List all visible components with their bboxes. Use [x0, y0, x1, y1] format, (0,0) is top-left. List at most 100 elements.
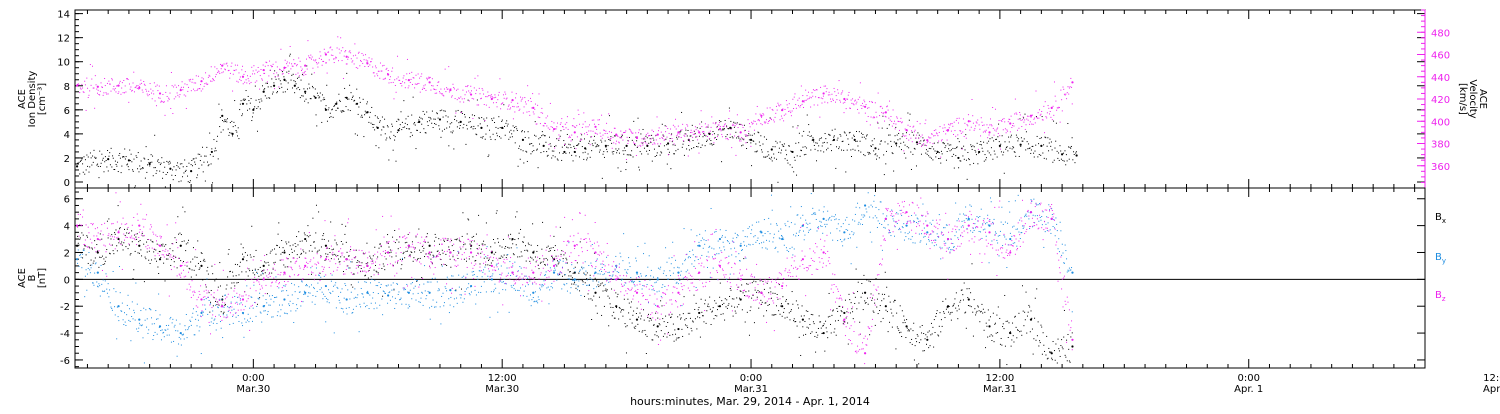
- data-point: [136, 155, 137, 156]
- data-point: [231, 302, 232, 303]
- data-point: [160, 102, 161, 103]
- data-point: [1060, 122, 1061, 123]
- data-point: [310, 245, 311, 246]
- data-point: [607, 137, 608, 138]
- data-point: [858, 99, 859, 100]
- data-point: [717, 136, 718, 137]
- data-point: [690, 135, 691, 136]
- data-point: [1059, 350, 1060, 351]
- data-point: [159, 86, 160, 87]
- data-point: [433, 127, 434, 128]
- data-point: [632, 133, 633, 134]
- data-point: [1021, 331, 1022, 332]
- data-point: [520, 149, 521, 150]
- data-point: [1032, 329, 1033, 330]
- data-point: [666, 126, 667, 127]
- data-point: [802, 95, 803, 96]
- data-point: [180, 260, 181, 261]
- data-point: [639, 313, 640, 314]
- data-point: [419, 250, 420, 251]
- data-point: [368, 122, 369, 123]
- data-point: [309, 88, 310, 89]
- data-point: [423, 250, 424, 251]
- data-point: [993, 140, 994, 141]
- data-point: [133, 278, 134, 279]
- data-point: [719, 128, 721, 130]
- data-point: [136, 239, 137, 240]
- data-point: [1046, 158, 1047, 159]
- data-point: [693, 140, 694, 141]
- data-point: [147, 94, 148, 95]
- data-point: [128, 166, 129, 167]
- data-point: [888, 331, 889, 332]
- data-point: [686, 318, 687, 319]
- data-point: [251, 67, 252, 68]
- data-point: [648, 154, 649, 155]
- data-point: [298, 87, 299, 88]
- data-point: [283, 264, 284, 265]
- data-point: [388, 247, 389, 248]
- data-point: [1030, 115, 1032, 117]
- data-point: [145, 309, 146, 310]
- data-point: [692, 321, 693, 322]
- data-point: [839, 100, 840, 101]
- data-point: [353, 55, 354, 56]
- data-point: [173, 166, 174, 167]
- data-point: [135, 185, 136, 186]
- data-point: [543, 151, 544, 152]
- data-point: [981, 117, 982, 118]
- data-point: [334, 285, 335, 286]
- data-point: [721, 130, 722, 131]
- data-point: [818, 328, 819, 329]
- data-point: [146, 172, 147, 173]
- data-point: [223, 313, 224, 314]
- data-point: [266, 254, 267, 255]
- data-point: [846, 317, 847, 318]
- data-point: [515, 142, 516, 143]
- data-point: [487, 258, 488, 259]
- data-point: [926, 145, 927, 146]
- data-point: [607, 296, 608, 297]
- data-point: [434, 123, 435, 124]
- data-point: [86, 235, 87, 236]
- data-point: [569, 152, 570, 153]
- data-point: [669, 141, 670, 142]
- data-point: [238, 138, 239, 139]
- data-point: [713, 142, 714, 143]
- data-point: [191, 277, 192, 278]
- data-point: [404, 82, 405, 83]
- data-point: [536, 150, 537, 151]
- data-point: [1072, 137, 1073, 138]
- data-point: [224, 63, 225, 64]
- data-point: [817, 150, 818, 151]
- data-point: [529, 244, 530, 245]
- data-point: [1005, 128, 1006, 129]
- data-point: [745, 134, 746, 135]
- data-point: [475, 260, 476, 261]
- data-point: [1068, 94, 1069, 95]
- data-point: [267, 293, 268, 294]
- data-point: [867, 134, 868, 135]
- data-point: [204, 259, 205, 260]
- data-point: [200, 160, 201, 161]
- data-point: [430, 254, 431, 255]
- data-point: [1031, 124, 1032, 125]
- data-point: [804, 154, 805, 155]
- data-point: [637, 146, 638, 147]
- data-point: [944, 143, 945, 144]
- data-point: [820, 321, 821, 322]
- data-point: [211, 148, 212, 149]
- data-point: [888, 118, 889, 119]
- data-point: [1057, 363, 1058, 364]
- data-point: [179, 94, 180, 95]
- data-point: [236, 130, 237, 131]
- data-point: [729, 110, 730, 111]
- data-point: [780, 104, 781, 105]
- data-point: [242, 76, 244, 78]
- data-point: [819, 97, 820, 98]
- data-point: [505, 123, 506, 124]
- data-point: [450, 123, 451, 124]
- data-point: [636, 155, 637, 156]
- data-point: [776, 106, 777, 107]
- data-point: [210, 81, 211, 82]
